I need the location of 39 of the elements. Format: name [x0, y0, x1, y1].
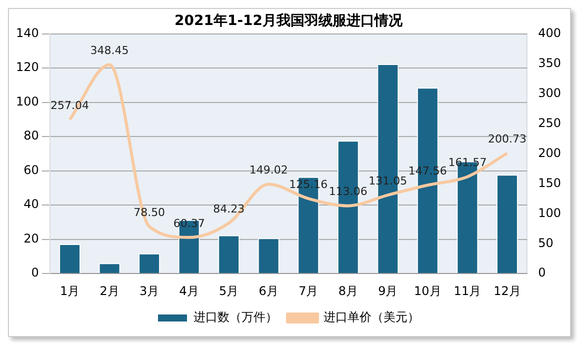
y-tick-label: 60 [24, 162, 39, 177]
y2-tick-label: 50 [538, 236, 554, 250]
x-tick-label: 6月 [258, 284, 278, 298]
x-tick-label: 5月 [219, 284, 239, 298]
y2-tick-label: 250 [538, 116, 561, 130]
y-tick-label: 40 [24, 197, 39, 212]
x-tick-label: 9月 [378, 284, 398, 298]
x-tick-label: 12月 [494, 284, 521, 298]
y-tick-label: 0 [31, 266, 39, 280]
y2-tick-label: 200 [538, 146, 561, 160]
legend-label: 进口单价（美元） [324, 310, 420, 324]
x-tick-label: 3月 [140, 284, 160, 298]
x-tick-label: 10月 [414, 284, 442, 298]
legend-label: 进口数（万件） [194, 310, 278, 324]
data-label: 161.57 [448, 156, 487, 170]
y-tick-label: 100 [16, 94, 39, 108]
data-label: 257.04 [50, 98, 90, 112]
x-tick-label: 1月 [60, 284, 80, 298]
x-tick-label: 2月 [100, 284, 120, 298]
data-label: 348.45 [90, 44, 129, 58]
y-tick-label: 120 [16, 60, 39, 74]
data-label: 200.73 [488, 132, 526, 146]
data-label: 149.02 [249, 164, 288, 177]
y-tick-label: 80 [24, 128, 39, 143]
data-label: 78.50 [134, 206, 166, 219]
y2-tick-label: 400 [538, 26, 561, 40]
y2-tick-label: 100 [538, 206, 561, 220]
x-tick-label: 8月 [338, 284, 358, 298]
x-tick-label: 7月 [298, 284, 318, 298]
y-tick-label: 20 [24, 231, 39, 246]
y2-tick-label: 300 [538, 86, 561, 100]
x-tick-label: 4月 [179, 284, 199, 298]
y2-tick-label: 0 [538, 266, 546, 280]
y-tick-label: 140 [16, 26, 39, 40]
y2-tick-label: 150 [538, 176, 561, 190]
chart-title: 2021年1-12月我国羽绒服进口情况 [174, 13, 404, 30]
x-tick-label: 11月 [454, 284, 482, 298]
y2-tick-label: 350 [538, 56, 561, 70]
data-label: 84.23 [213, 202, 245, 216]
